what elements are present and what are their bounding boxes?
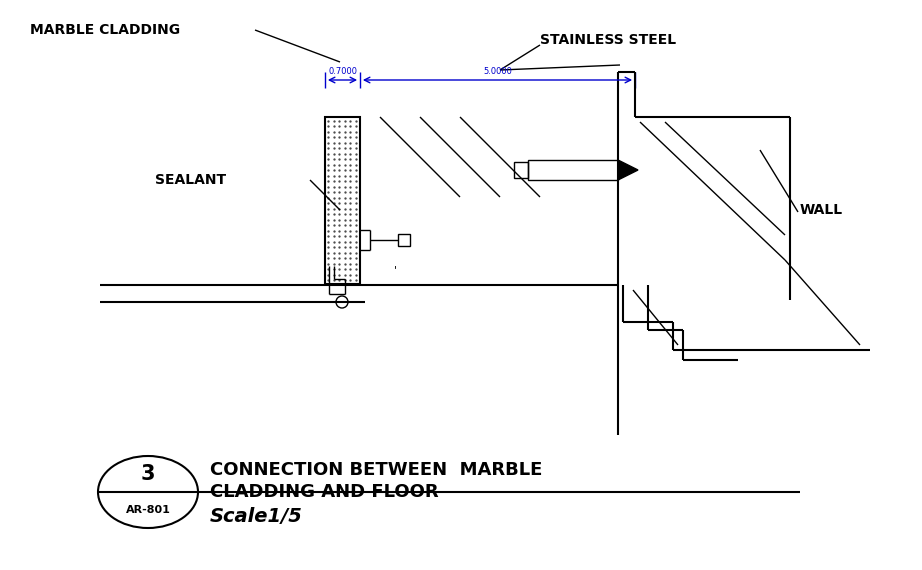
Text: 0.7000: 0.7000 bbox=[328, 67, 357, 76]
Bar bbox=[398, 234, 410, 246]
Bar bbox=[325, 117, 360, 284]
Polygon shape bbox=[618, 160, 638, 180]
Text: SEALANT: SEALANT bbox=[155, 173, 226, 187]
Text: MARBLE CLADDING: MARBLE CLADDING bbox=[30, 23, 180, 37]
Text: STAINLESS STEEL: STAINLESS STEEL bbox=[540, 33, 676, 47]
Text: 5.0000: 5.0000 bbox=[483, 67, 512, 76]
Bar bbox=[528, 160, 618, 180]
Bar bbox=[514, 162, 528, 178]
Text: CLADDING AND FLOOR: CLADDING AND FLOOR bbox=[210, 483, 439, 501]
Text: 3: 3 bbox=[141, 464, 155, 484]
Text: CONNECTION BETWEEN  MARBLE: CONNECTION BETWEEN MARBLE bbox=[210, 461, 542, 479]
Text: WALL: WALL bbox=[800, 203, 843, 217]
Text: Scale1/5: Scale1/5 bbox=[210, 507, 302, 527]
Text: AR-801: AR-801 bbox=[125, 505, 171, 515]
Text: ': ' bbox=[394, 265, 396, 275]
